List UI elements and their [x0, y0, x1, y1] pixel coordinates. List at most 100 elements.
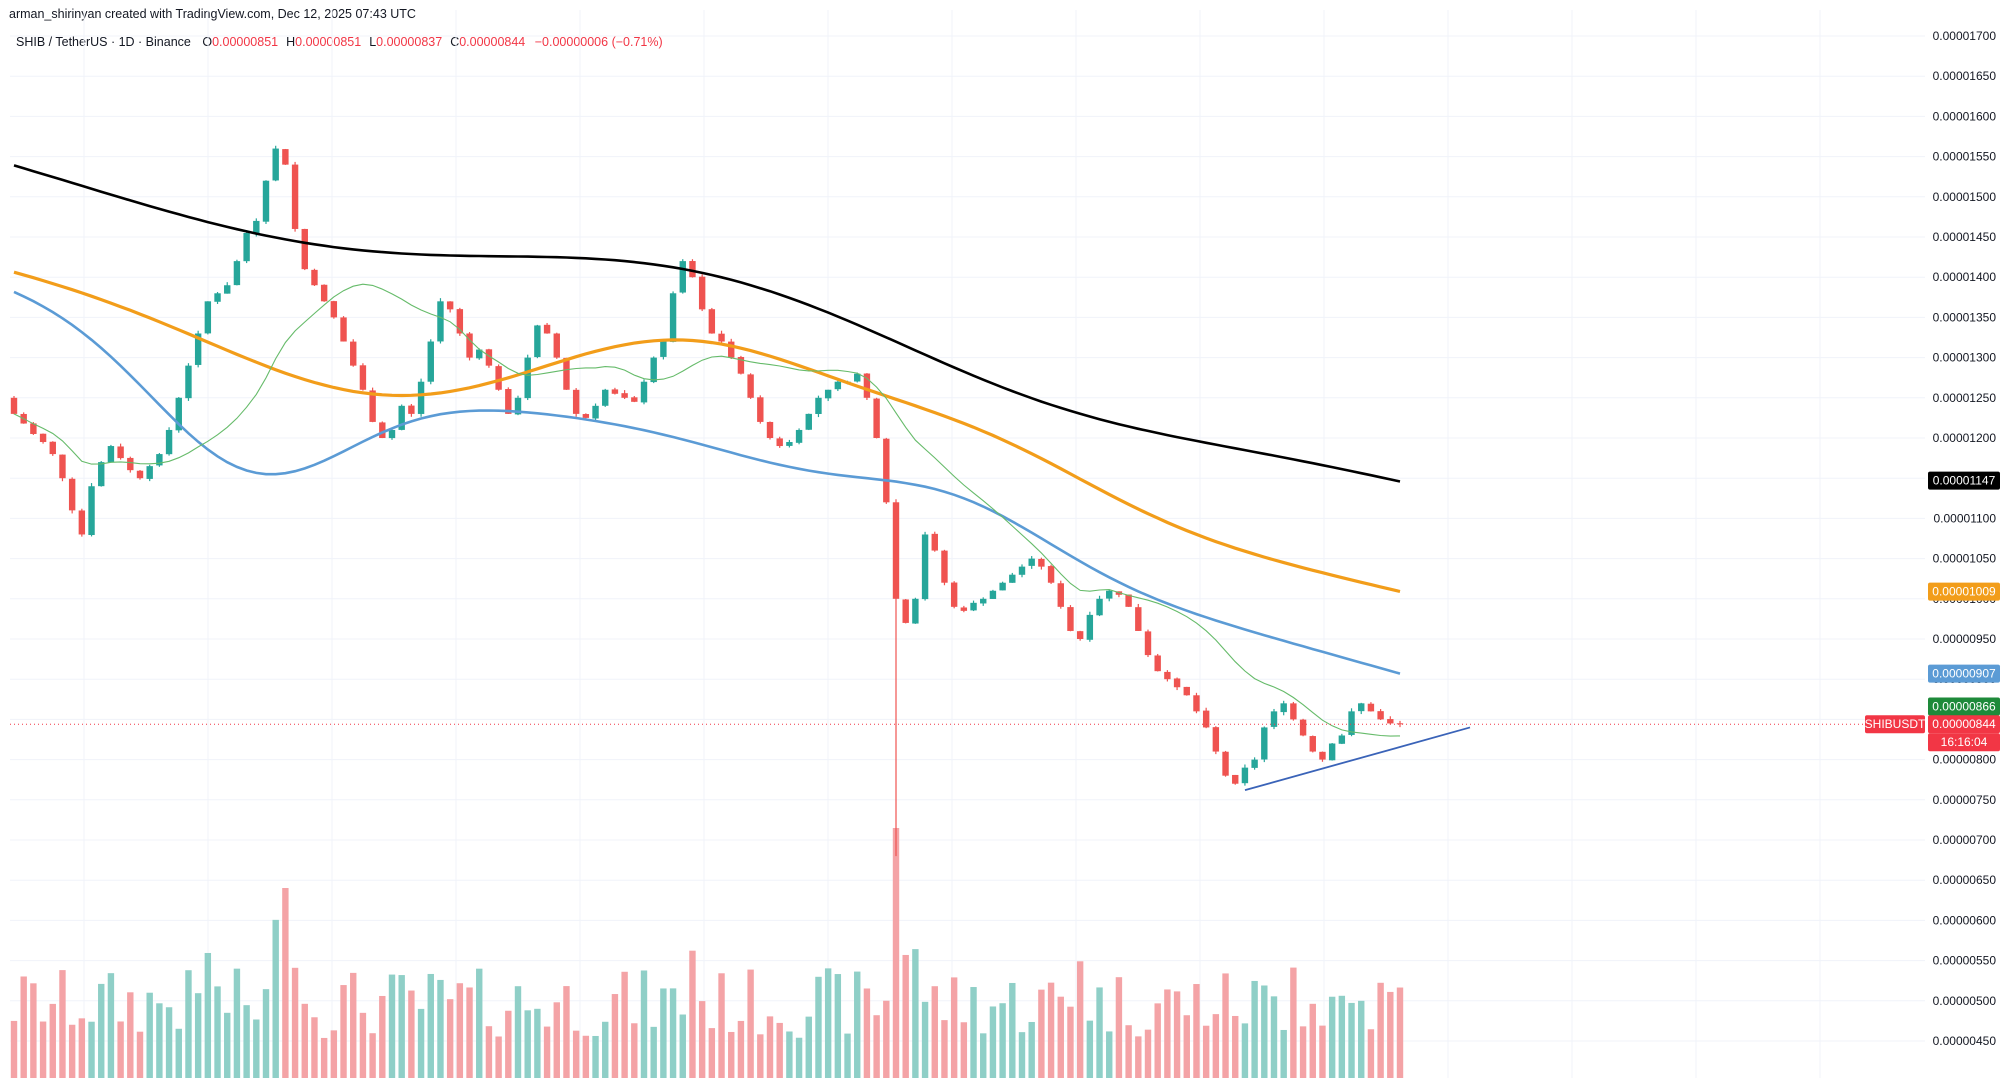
candle-body: [689, 261, 696, 278]
candle-body: [1367, 703, 1375, 712]
candle-body: [1261, 727, 1268, 760]
price-axis-label: 0.00001400: [1933, 270, 1997, 284]
price-axis-label: 0.00000450: [1933, 1034, 1997, 1048]
symbol-line[interactable]: SHIB / TetherUS · 1D · Binance: [16, 35, 191, 49]
volume-bar: [1067, 1006, 1074, 1078]
candle-body: [795, 429, 803, 443]
symbol-tag-label: SHIBUSDT: [1865, 717, 1926, 731]
candle-body: [194, 333, 202, 365]
volume-bar: [669, 988, 677, 1078]
candle-body: [417, 381, 425, 414]
candle-body: [708, 309, 716, 334]
candle-body: [1144, 631, 1152, 656]
candle-body: [350, 341, 357, 366]
candle-body: [127, 457, 134, 471]
volume-bar: [185, 970, 192, 1078]
candle-body: [1222, 751, 1229, 776]
price-axis-label: 0.00001350: [1933, 310, 1997, 324]
candle-body: [718, 333, 725, 342]
volume-bar: [747, 969, 754, 1078]
volume-bar: [834, 974, 842, 1078]
volume-bar: [1241, 1023, 1249, 1078]
volume-bar: [1387, 991, 1394, 1078]
candle-body: [524, 357, 531, 399]
volume-bar: [650, 1026, 657, 1078]
price-axis-label: 0.00001600: [1933, 109, 1997, 123]
price-tag: 0.00001009: [1928, 582, 2000, 601]
candle-body: [1086, 614, 1094, 640]
volume-bars: [10, 828, 1404, 1078]
candle-body: [631, 397, 638, 402]
candle-body: [1387, 719, 1394, 724]
volume-bar: [582, 1035, 590, 1078]
volume-bar: [824, 968, 832, 1078]
volume-bar: [350, 972, 357, 1078]
ohlc-values: O0.00000851 H0.00000851 L0.00000837 C0.0000…: [194, 35, 525, 49]
candle-body: [1338, 735, 1346, 744]
price-axis-label: 0.00001550: [1933, 150, 1997, 164]
volume-bar: [970, 987, 977, 1078]
candle-body: [49, 441, 56, 455]
candle-body: [950, 582, 958, 607]
candle-body: [1154, 655, 1161, 672]
candle-body: [728, 341, 735, 358]
candle-body: [805, 413, 812, 430]
volume-bar: [156, 1003, 163, 1078]
candle-body: [59, 454, 66, 479]
candle-body: [88, 486, 95, 536]
price-tag: 0.00000866: [1928, 697, 2000, 716]
candle-body: [165, 429, 173, 455]
volume-bar: [107, 973, 115, 1078]
volume-bar: [301, 1003, 308, 1078]
volume-bar: [524, 1010, 531, 1078]
volume-bar: [863, 988, 871, 1078]
candle-body: [262, 180, 270, 222]
candle-body: [495, 366, 502, 390]
volume-bar: [330, 1030, 338, 1078]
volume-bar: [980, 1033, 987, 1078]
price-axis[interactable]: 0.00001700 0.00001650 0.00001600 0.00001550…: [1933, 29, 1997, 1048]
candle-body: [1135, 607, 1142, 631]
volume-bar: [1202, 1025, 1210, 1078]
price-tags: 0.00001147 0.00001009 0.00000907 0.00000866…: [1865, 471, 2000, 752]
price-axis-label: 0.00000550: [1933, 954, 1997, 968]
volume-bar: [1309, 1003, 1316, 1078]
volume-bar: [592, 1035, 599, 1078]
price-tag-label: 0.00000866: [1932, 700, 1996, 714]
candle-body: [757, 397, 764, 422]
volume-bar: [165, 1007, 173, 1078]
volume-bar: [1076, 961, 1084, 1078]
candle-body: [669, 293, 677, 342]
price-tag: 0.00000844: [1928, 715, 2000, 734]
trendline[interactable]: [1244, 726, 1471, 792]
price-change: −0.00000006 (−0.71%): [534, 35, 663, 49]
candle-body: [282, 149, 289, 165]
volume-bar: [1348, 1002, 1355, 1078]
candle-body: [214, 293, 221, 302]
volume-bar: [1222, 973, 1229, 1078]
candle-body: [398, 405, 405, 430]
candle-body: [156, 454, 163, 466]
volume-bar: [1096, 987, 1103, 1078]
volume-bar: [1115, 977, 1123, 1078]
volume-bar: [737, 1020, 745, 1078]
volume-bar: [689, 950, 696, 1078]
candle-body: [485, 349, 493, 366]
candle-body: [388, 429, 396, 439]
volume-bar: [495, 1036, 502, 1078]
volume-bar: [1183, 1015, 1190, 1078]
volume-bar: [1328, 996, 1336, 1078]
volume-bar: [514, 986, 522, 1078]
candle-body: [78, 510, 86, 535]
volume-bar: [1270, 996, 1278, 1078]
ma200-line: [13, 164, 1401, 483]
volume-bar: [456, 983, 464, 1078]
volume-bar: [912, 949, 919, 1078]
candle-body: [989, 590, 997, 599]
candle-body: [446, 301, 454, 310]
volume-bar: [795, 1037, 803, 1078]
volume-bar: [660, 988, 667, 1078]
candle-body: [698, 276, 706, 310]
volume-bar: [708, 1028, 716, 1078]
